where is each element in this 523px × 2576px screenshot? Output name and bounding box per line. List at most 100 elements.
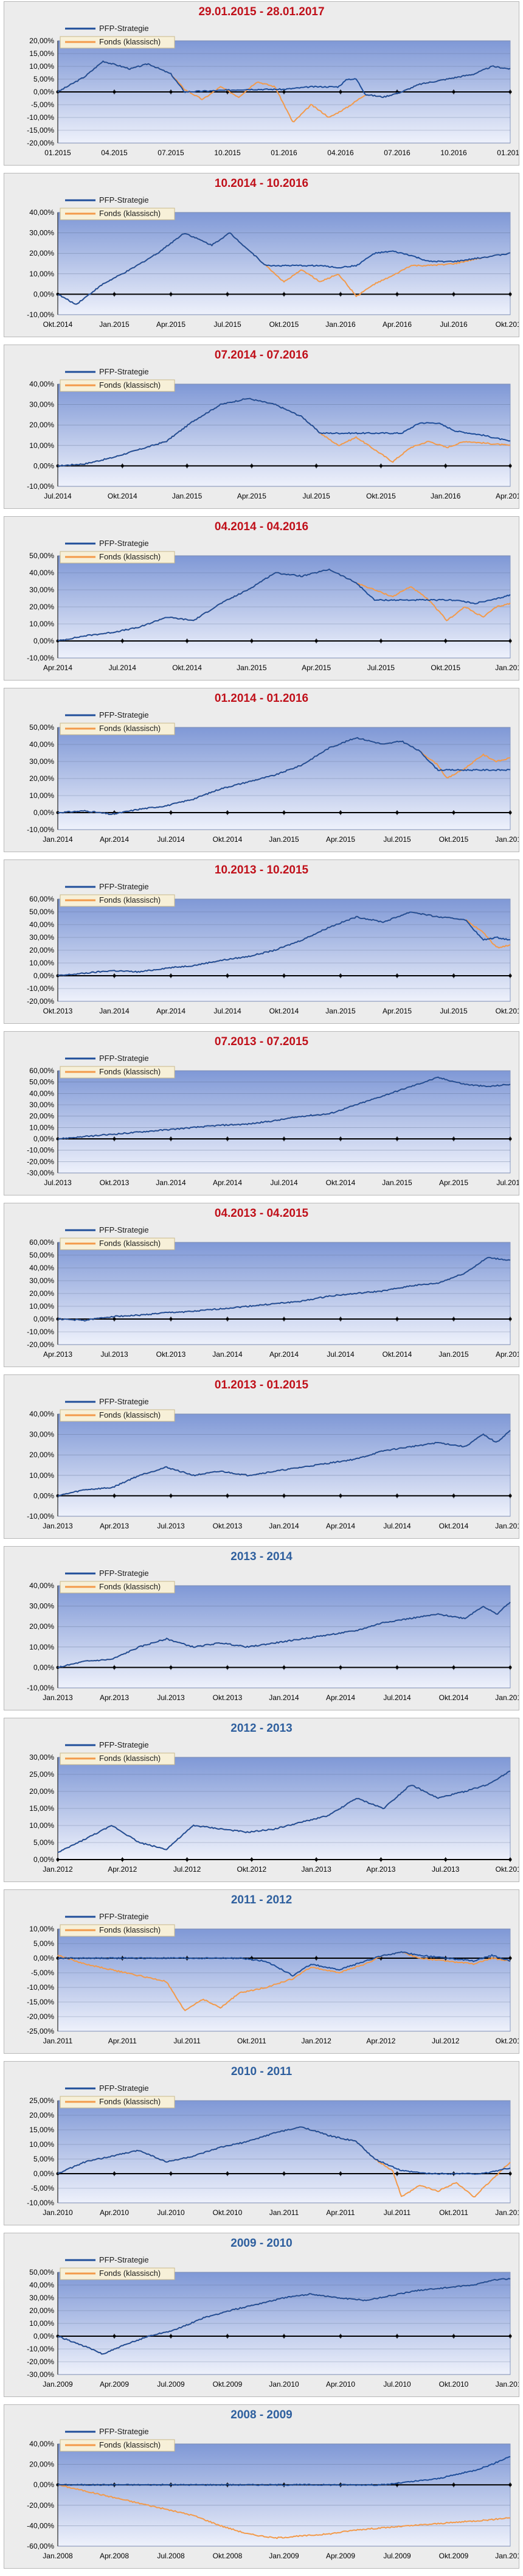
- plot-area: [57, 2100, 511, 2203]
- x-tick-label: Okt.2013: [213, 1522, 243, 1530]
- y-tick-label: -20,00%: [27, 1340, 54, 1349]
- y-tick-label: -10,00%: [27, 482, 54, 491]
- y-tick-label: 40,00%: [29, 2440, 54, 2448]
- x-tick-label: Okt.2014: [172, 663, 202, 672]
- chart-panel: 07.2013 - 07.2015 60,00% 50,00% 40,00% 30,00…: [4, 1031, 519, 1195]
- legend-label-strategy: PFP-Strategie: [99, 710, 149, 719]
- x-tick-marker: [314, 1858, 318, 1861]
- x-tick-label: Jan.2011: [269, 2208, 299, 2217]
- y-tick-label: 40,00%: [29, 920, 54, 929]
- x-tick-marker: [395, 974, 399, 978]
- y-tick-label: 0,00%: [33, 1954, 54, 1962]
- x-tick-label: Okt.2009: [213, 2380, 243, 2389]
- series-line-strategy: [57, 737, 511, 815]
- x-tick-label: Jan.2014: [269, 1693, 299, 1702]
- chart-panel: 04.2013 - 04.2015 60,00% 50,00% 40,00% 30,00…: [4, 1203, 519, 1367]
- plot-area: [57, 1928, 511, 2032]
- x-tick-marker: [250, 464, 254, 467]
- legend-label-fund: Fonds (klassisch): [99, 2440, 161, 2449]
- x-tick-label: Jan.2009: [43, 2380, 73, 2389]
- x-tick-label: Jan.2012: [495, 2208, 519, 2217]
- y-tick-label: 20,00%: [29, 421, 54, 429]
- legend-label-fund: Fonds (klassisch): [99, 2269, 161, 2278]
- legend-label-fund: Fonds (klassisch): [99, 2097, 161, 2106]
- x-tick-marker: [120, 464, 124, 467]
- x-tick-marker: [282, 811, 286, 814]
- y-tick-label: 10,00%: [29, 791, 54, 800]
- x-tick-marker: [282, 90, 286, 94]
- x-tick-marker: [113, 2334, 116, 2338]
- x-tick-label: Jul.2014: [383, 1693, 411, 1702]
- x-tick-label: Jan.2012: [43, 1865, 73, 1874]
- chart-svg: 50,00% 40,00% 30,00% 20,00% 10,00% 0,00% -10,0…: [27, 2255, 519, 2389]
- x-tick-label: Okt.2015: [366, 492, 396, 500]
- x-tick-label: Jan.2016: [495, 835, 519, 844]
- x-tick-marker: [314, 464, 318, 467]
- y-tick-label: 0,00%: [33, 290, 54, 298]
- chart-title: 2010 - 2011: [230, 2065, 293, 2078]
- x-tick-marker: [113, 974, 116, 978]
- x-tick-label: Jan.2016: [495, 663, 519, 672]
- y-tick-label: 40,00%: [29, 1089, 54, 1097]
- chart-title: 29.01.2015 - 28.01.2017: [198, 5, 325, 18]
- y-tick-label: -20,00%: [27, 139, 54, 147]
- x-tick-marker: [250, 1858, 254, 1861]
- legend: PFP-Strategie Fonds (klassisch): [60, 195, 175, 220]
- y-tick-label: 10,00%: [29, 62, 54, 71]
- x-tick-marker: [169, 2334, 173, 2338]
- chart-title: 2009 - 2010: [230, 2237, 293, 2250]
- x-tick-label: Apr.2014: [269, 1350, 299, 1359]
- y-tick-label: 30,00%: [29, 933, 54, 942]
- x-tick-label: Jan.2011: [43, 2037, 73, 2045]
- chart-title: 10.2014 - 10.2016: [214, 177, 309, 190]
- chart-title: 01.2014 - 01.2016: [214, 692, 309, 705]
- x-tick-label: Jan.2014: [212, 1350, 243, 1359]
- y-tick-label: 20,00%: [29, 1622, 54, 1631]
- x-tick-label: Apr.2014: [156, 1007, 185, 1015]
- x-tick-marker: [314, 639, 318, 643]
- x-tick-label: Okt.2014: [326, 1178, 356, 1187]
- chart-title: 2011 - 2012: [230, 1894, 293, 1906]
- chart-panel: 01.2014 - 01.2016 50,00% 40,00% 30,00% 20,00…: [4, 688, 519, 852]
- y-tick-label: 10,00%: [29, 1925, 54, 1933]
- y-tick-label: 50,00%: [29, 1251, 54, 1259]
- y-tick-label: -10,00%: [27, 825, 54, 834]
- y-tick-label: 20,00%: [29, 249, 54, 257]
- x-tick-marker: [395, 811, 399, 814]
- x-tick-marker: [282, 292, 286, 296]
- chart-panel: 29.01.2015 - 28.01.2017 20,00% 15,00% 10,00…: [4, 1, 519, 166]
- x-tick-label: Apr.2015: [237, 492, 266, 500]
- series-line-strategy: [57, 232, 511, 305]
- x-tick-marker: [508, 2483, 512, 2487]
- x-tick-marker: [339, 1494, 342, 1497]
- y-tick-label: 10,00%: [29, 270, 54, 278]
- legend-label-strategy: PFP-Strategie: [99, 882, 149, 891]
- y-tick-label: -10,00%: [27, 2345, 54, 2353]
- x-tick-marker: [226, 292, 229, 296]
- legend: PFP-Strategie Fonds (klassisch): [60, 710, 175, 735]
- y-tick-label: 30,00%: [29, 1101, 54, 1109]
- legend-label-fund: Fonds (klassisch): [99, 895, 161, 905]
- legend-box: [60, 2267, 175, 2280]
- x-tick-label: Apr.2013: [100, 1693, 129, 1702]
- chart-svg: 40,00%30,00%20,00%10,00%0,00%-10,00%Okt.…: [27, 195, 519, 329]
- x-tick-marker: [452, 292, 455, 296]
- legend-label-fund: Fonds (klassisch): [99, 1067, 161, 1076]
- chart-svg: 40,00% 20,00% 0,00% -20,00% -40,00% -60,00% Ja…: [27, 2427, 519, 2560]
- y-tick-label: 40,00%: [29, 380, 54, 388]
- x-tick-marker: [508, 1858, 512, 1861]
- x-tick-marker: [282, 1494, 286, 1497]
- legend: PFP-Strategie Fonds (klassisch): [60, 367, 175, 392]
- x-tick-label: Jul.2013: [432, 1865, 460, 1874]
- chart-svg: 40,00%30,00%20,00%10,00%0,00%-10,00%Jan.…: [27, 1397, 519, 1530]
- x-tick-marker: [282, 1665, 286, 1669]
- x-tick-label: Jan.2016: [431, 492, 461, 500]
- x-tick-marker: [339, 2334, 342, 2338]
- y-tick-label: 0,00%: [33, 2480, 54, 2489]
- chart-panel: 10.2013 - 10.2015 60,00% 50,00% 40,00% 30,00…: [4, 859, 519, 1024]
- y-tick-label: 30,00%: [29, 586, 54, 594]
- chart-svg: 60,00% 50,00% 40,00% 30,00% 20,00% 10,00% 0,00…: [27, 1225, 519, 1359]
- x-tick-marker: [339, 811, 342, 814]
- legend-label-fund: Fonds (klassisch): [99, 552, 161, 561]
- legend-label-fund: Fonds (klassisch): [99, 1410, 161, 1419]
